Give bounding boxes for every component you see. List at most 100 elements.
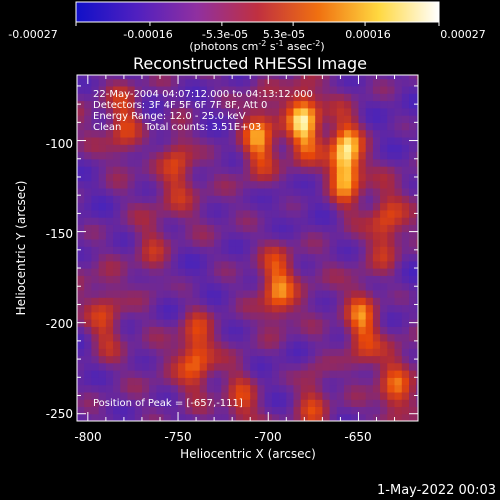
heatmap-cell [134,319,143,327]
heatmap-cell [372,85,381,94]
heatmap-cell [113,246,121,255]
heatmap-cell [214,151,222,160]
heatmap-cell [170,173,179,182]
heatmap-cell [315,326,323,335]
heatmap-cell [149,129,157,138]
heatmap-cell [264,282,273,291]
heatmap-cell [163,348,172,357]
heatmap-cell [120,93,129,102]
heatmap-cell [329,144,338,153]
heatmap-cell [127,340,136,349]
heatmap-cell [387,384,396,393]
heatmap-cell [134,209,143,218]
heatmap-cell [409,304,417,313]
heatmap-cell [214,136,222,145]
heatmap-cell [372,246,381,255]
heatmap-cell [315,238,323,247]
heatmap-cell [243,238,251,247]
heatmap-cell [199,224,208,233]
heatmap-cell [271,282,280,291]
heatmap-cell [228,348,237,357]
heatmap-cell [394,166,403,174]
heatmap-cell [163,224,172,233]
heatmap-cell [228,129,237,138]
heatmap-cell [264,275,273,284]
heatmap-cell [351,355,359,364]
heatmap-cell [113,115,121,123]
heatmap-cell [113,275,121,284]
heatmap-cell [228,187,237,196]
heatmap-cell [322,391,331,400]
heatmap-cell [77,384,85,393]
heatmap-cell [257,100,266,109]
heatmap-cell [84,85,92,94]
heatmap-cell [271,297,280,306]
heatmap-cell [199,136,208,145]
x-tick-label: -800 [74,430,101,444]
heatmap-cell [279,260,287,269]
heatmap-cell [120,319,129,327]
heatmap-cell [387,136,396,145]
heatmap-cell [344,399,352,407]
heatmap-cell [329,180,338,189]
heatmap-cell [105,115,114,123]
heatmap-cell [185,231,194,240]
heatmap-cell [228,180,237,189]
heatmap-cell [185,93,194,102]
heatmap-cell [279,115,287,123]
heatmap-cell [221,151,230,160]
heatmap-cell [134,115,143,123]
heatmap-cell [206,355,215,364]
heatmap-cell [329,166,338,174]
heatmap-cell [84,355,92,364]
heatmap-cell [416,253,418,262]
heatmap-cell [344,115,352,123]
heatmap-cell [387,224,396,233]
heatmap-cell [214,195,222,204]
heatmap-cell [358,384,367,393]
heatmap-cell [387,202,396,211]
heatmap-cell [235,209,244,218]
heatmap-cell [322,384,331,393]
heatmap-cell [228,209,237,218]
heatmap-cell [113,122,121,131]
heatmap-cell [214,333,222,342]
heatmap-cell [293,158,302,167]
heatmap-cell [185,224,194,233]
heatmap-cell [315,75,323,80]
heatmap-cell [149,151,157,160]
heatmap-cell [409,297,417,306]
heatmap-cell [235,370,244,378]
heatmap-cell [257,253,266,262]
heatmap-cell [387,289,396,298]
heatmap-cell [372,144,381,153]
heatmap-cell [351,129,359,138]
heatmap-cell [199,100,208,109]
total-counts: Total counts: 3.51E+03 [144,122,261,133]
heatmap-cell [250,93,258,102]
heatmap-cell [264,217,273,225]
heatmap-cell [300,144,309,153]
heatmap-cell [336,246,345,255]
heatmap-cell [170,151,179,160]
heatmap-cell [199,406,208,415]
heatmap-cell [214,93,222,102]
heatmap-cell [264,311,273,320]
heatmap-cell [185,362,194,371]
heatmap-cell [206,136,215,145]
heatmap-cell [163,238,172,247]
heatmap-cell [322,129,331,138]
heatmap-cell [127,377,136,386]
heatmap-cell [322,202,331,211]
heatmap-cell [315,195,323,204]
heatmap-cell [307,100,316,109]
heatmap-cell [358,217,367,225]
heatmap-cell [84,311,92,320]
heatmap-cell [228,202,237,211]
heatmap-cell [416,158,418,167]
heatmap-cell [365,85,374,94]
heatmap-cell [127,129,136,138]
heatmap-cell [394,260,403,269]
heatmap-cell [387,355,396,364]
heatmap-cell [322,399,331,407]
